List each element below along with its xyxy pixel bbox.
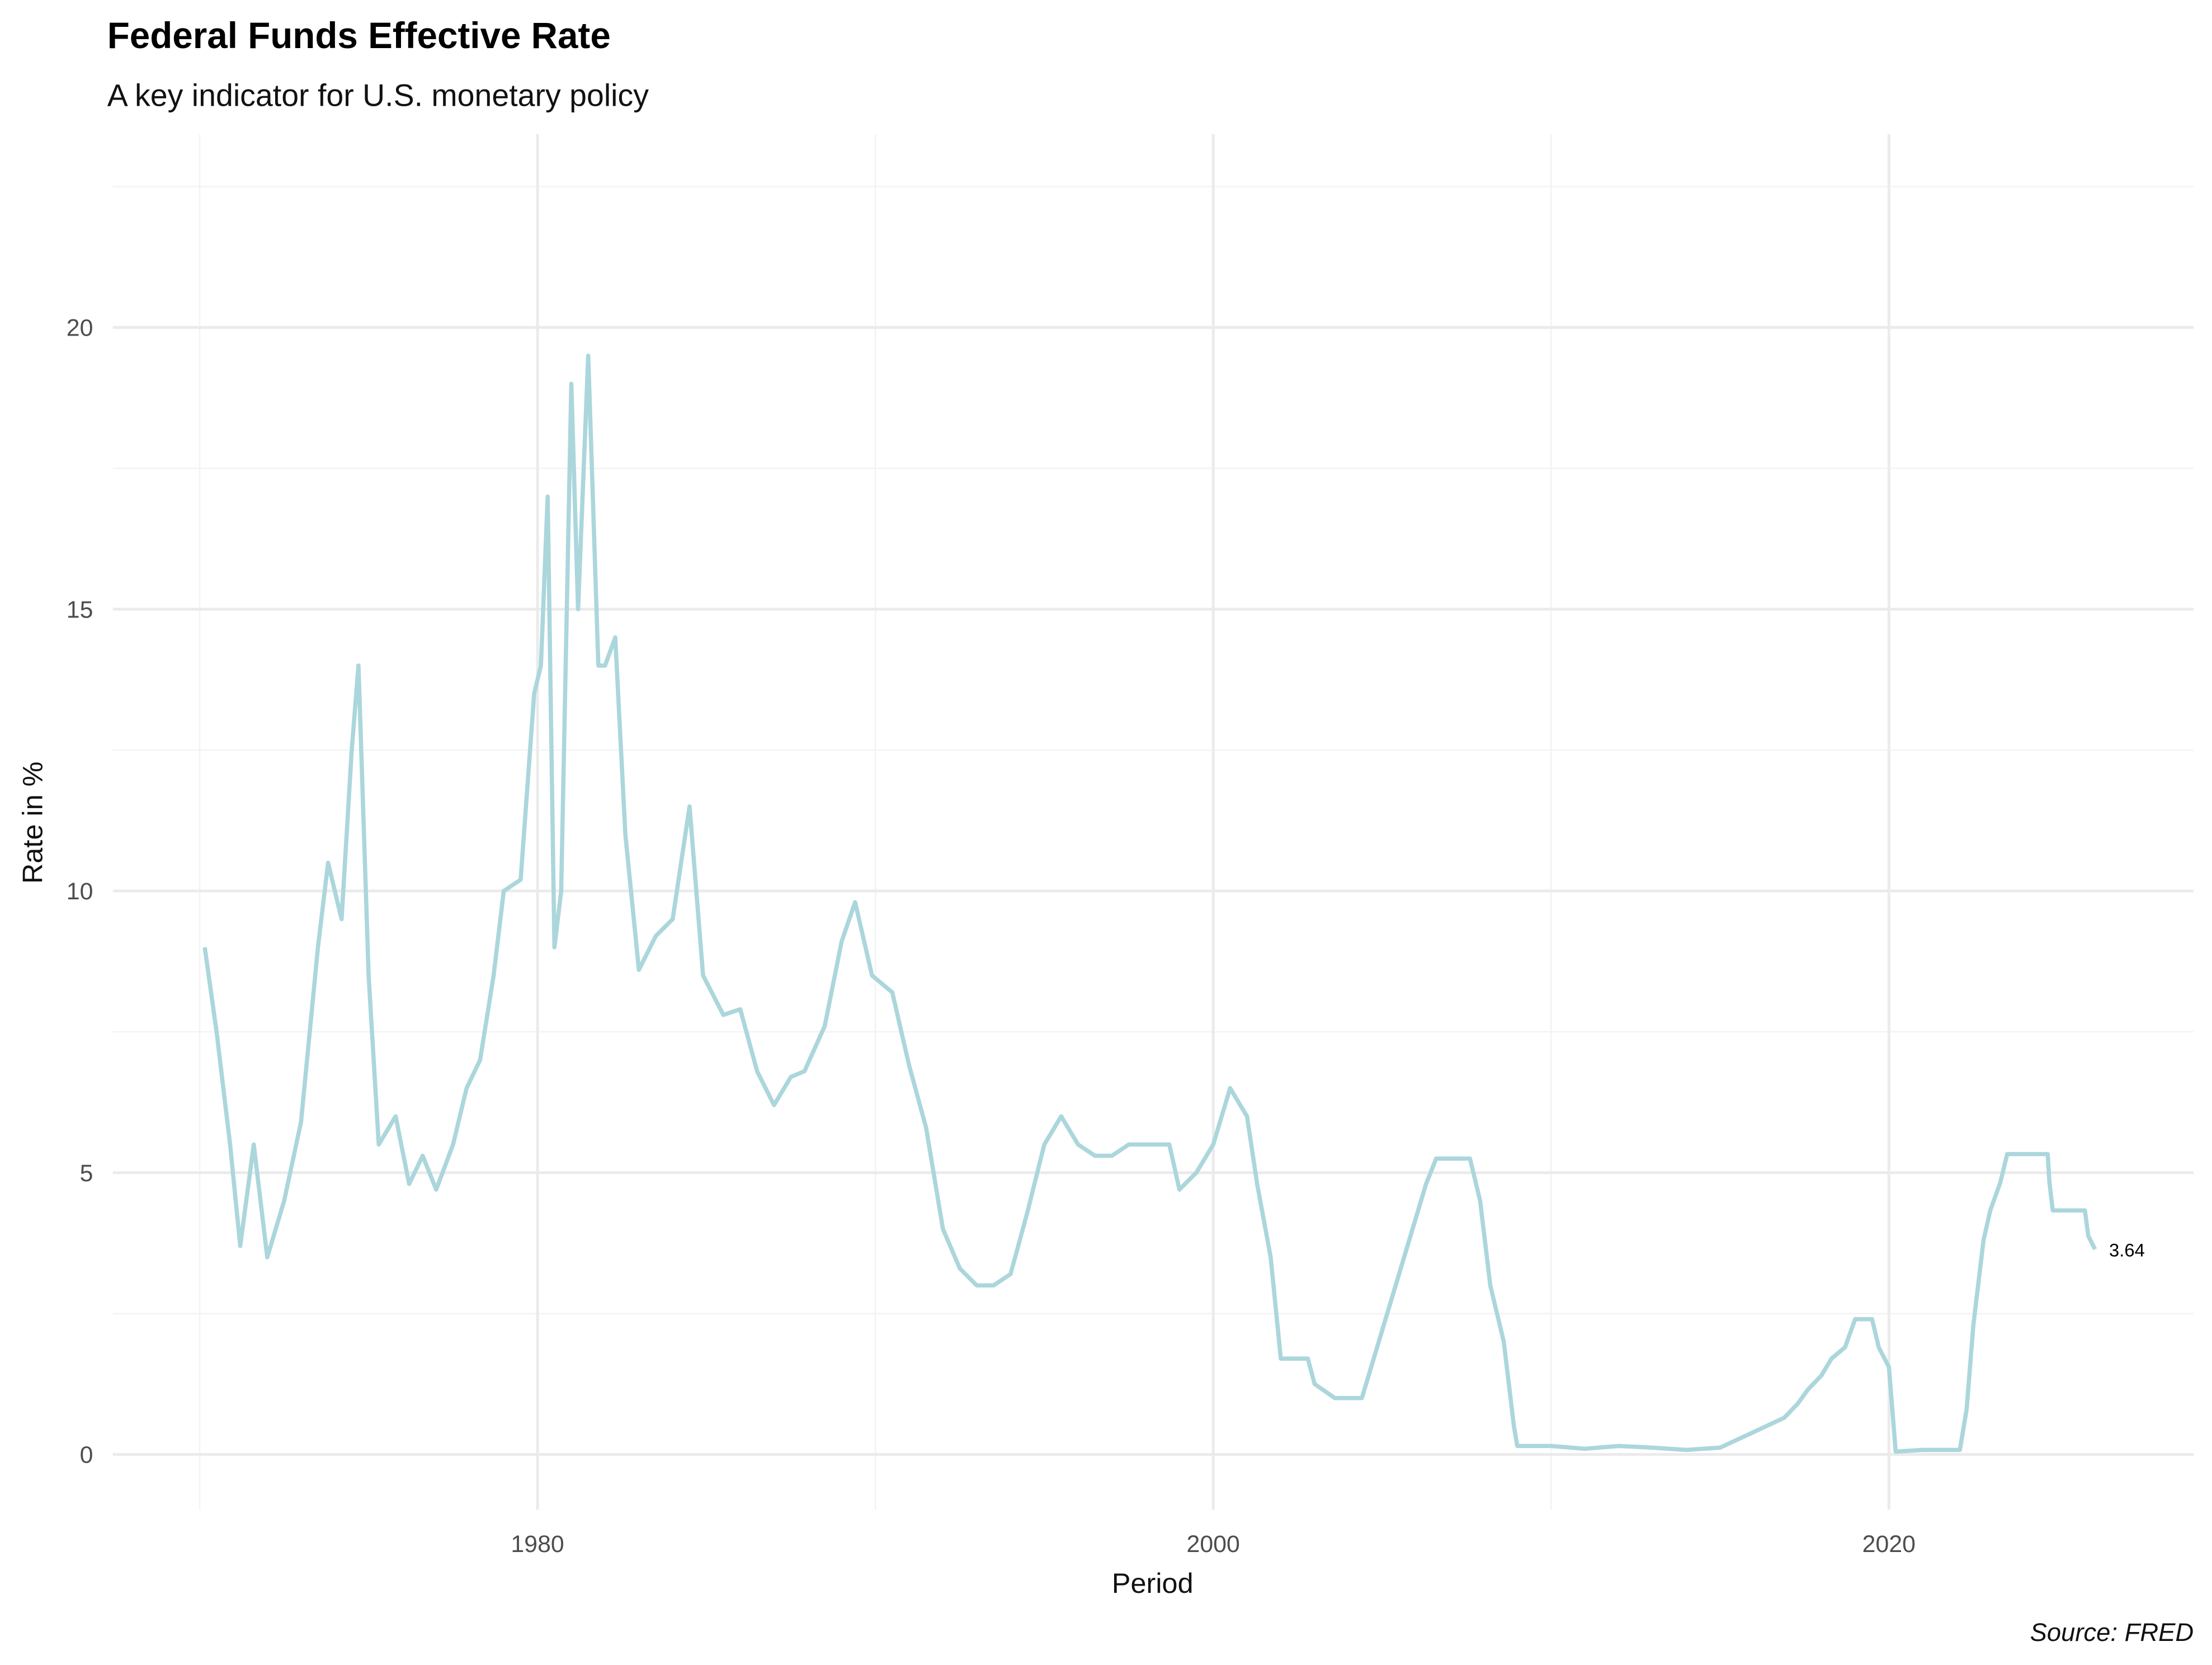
- x-tick-label: 1980: [511, 1531, 564, 1558]
- x-tick-label: 2000: [1187, 1531, 1240, 1558]
- series-line: [202, 353, 2097, 1454]
- end-value-label: 3.64: [2109, 1239, 2145, 1260]
- chart-subtitle: A key indicator for U.S. monetary policy: [107, 78, 649, 113]
- y-axis-label: Rate in %: [17, 762, 49, 884]
- x-axis-label: Period: [1112, 1567, 1194, 1599]
- y-tick-label: 0: [80, 1442, 93, 1469]
- y-tick-label: 15: [67, 596, 93, 623]
- x-tick-label: 2020: [1862, 1531, 1916, 1558]
- y-tick-label: 10: [67, 878, 93, 905]
- chart-title: Federal Funds Effective Rate: [107, 15, 611, 56]
- y-tick-label: 5: [80, 1160, 93, 1187]
- grid: [112, 134, 2194, 1510]
- caption: Source: FRED: [2030, 1618, 2194, 1647]
- y-tick-label: 20: [67, 315, 93, 342]
